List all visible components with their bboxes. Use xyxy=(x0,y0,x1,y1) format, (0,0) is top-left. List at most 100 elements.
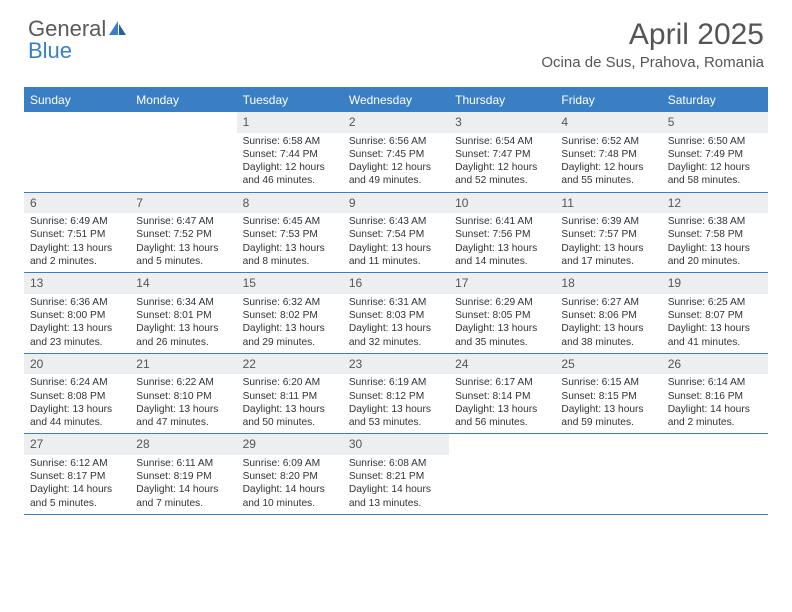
sunrise-value: 6:11 AM xyxy=(176,458,213,469)
sunset-value: 7:52 PM xyxy=(174,229,212,240)
sunset-line: Sunset: 8:00 PM xyxy=(30,309,124,322)
sunrise-label: Sunrise: xyxy=(349,458,389,469)
sunset-line: Sunset: 7:54 PM xyxy=(349,228,443,241)
sunset-label: Sunset: xyxy=(136,471,173,482)
sunrise-line: Sunrise: 6:43 AM xyxy=(349,215,443,228)
daylight-label: Daylight: xyxy=(30,484,72,495)
day-details: Sunrise: 6:15 AMSunset: 8:15 PMDaylight:… xyxy=(555,374,661,433)
day-details: Sunrise: 6:39 AMSunset: 7:57 PMDaylight:… xyxy=(555,213,661,272)
day-header: Friday xyxy=(555,89,661,112)
calendar-cell: 25Sunrise: 6:15 AMSunset: 8:15 PMDayligh… xyxy=(555,354,661,434)
calendar-cell: 15Sunrise: 6:32 AMSunset: 8:02 PMDayligh… xyxy=(237,273,343,353)
sunset-label: Sunset: xyxy=(136,229,173,240)
day-details: Sunrise: 6:50 AMSunset: 7:49 PMDaylight:… xyxy=(662,133,768,192)
calendar-cell: 1Sunrise: 6:58 AMSunset: 7:44 PMDaylight… xyxy=(237,112,343,192)
calendar-cell: 20Sunrise: 6:24 AMSunset: 8:08 PMDayligh… xyxy=(24,354,130,434)
sunrise-label: Sunrise: xyxy=(349,297,389,308)
daylight-label: Daylight: xyxy=(455,243,497,254)
sunrise-label: Sunrise: xyxy=(668,377,708,388)
sunrise-value: 6:14 AM xyxy=(708,377,745,388)
sunset-value: 7:48 PM xyxy=(599,149,637,160)
sunset-value: 7:44 PM xyxy=(280,149,318,160)
daylight-line: Daylight: 13 hours and 53 minutes. xyxy=(349,403,443,430)
sunset-label: Sunset: xyxy=(243,149,280,160)
day-details: Sunrise: 6:52 AMSunset: 7:48 PMDaylight:… xyxy=(555,133,661,192)
daylight-line: Daylight: 14 hours and 10 minutes. xyxy=(243,483,337,510)
sunrise-value: 6:24 AM xyxy=(70,377,107,388)
sunrise-value: 6:50 AM xyxy=(708,136,745,147)
calendar-cell: 13Sunrise: 6:36 AMSunset: 8:00 PMDayligh… xyxy=(24,273,130,353)
sunrise-label: Sunrise: xyxy=(136,458,176,469)
sunrise-line: Sunrise: 6:41 AM xyxy=(455,215,549,228)
sunrise-label: Sunrise: xyxy=(455,377,495,388)
sunrise-label: Sunrise: xyxy=(561,377,601,388)
daylight-label: Daylight: xyxy=(243,404,285,415)
sunset-value: 7:57 PM xyxy=(599,229,637,240)
day-details: Sunrise: 6:20 AMSunset: 8:11 PMDaylight:… xyxy=(237,374,343,433)
sunset-label: Sunset: xyxy=(561,149,598,160)
daylight-line: Daylight: 14 hours and 7 minutes. xyxy=(136,483,230,510)
sunset-value: 7:49 PM xyxy=(705,149,743,160)
sunrise-value: 6:20 AM xyxy=(283,377,320,388)
calendar-cell xyxy=(24,112,130,192)
day-number: 23 xyxy=(343,354,449,375)
sunrise-line: Sunrise: 6:25 AM xyxy=(668,296,762,309)
daylight-label: Daylight: xyxy=(243,484,285,495)
sunrise-line: Sunrise: 6:31 AM xyxy=(349,296,443,309)
sunrise-line: Sunrise: 6:34 AM xyxy=(136,296,230,309)
sunrise-value: 6:32 AM xyxy=(283,297,320,308)
day-number: 16 xyxy=(343,273,449,294)
day-details: Sunrise: 6:08 AMSunset: 8:21 PMDaylight:… xyxy=(343,455,449,514)
sunrise-label: Sunrise: xyxy=(561,297,601,308)
calendar-cell: 24Sunrise: 6:17 AMSunset: 8:14 PMDayligh… xyxy=(449,354,555,434)
sunset-label: Sunset: xyxy=(668,391,705,402)
calendar-cell: 27Sunrise: 6:12 AMSunset: 8:17 PMDayligh… xyxy=(24,434,130,514)
day-number: 14 xyxy=(130,273,236,294)
sunset-line: Sunset: 8:02 PM xyxy=(243,309,337,322)
sunset-line: Sunset: 7:48 PM xyxy=(561,148,655,161)
sunset-value: 8:07 PM xyxy=(705,310,743,321)
sunrise-value: 6:36 AM xyxy=(70,297,107,308)
header: General Blue April 2025 Ocina de Sus, Pr… xyxy=(0,0,792,79)
day-number: 25 xyxy=(555,354,661,375)
day-number: 1 xyxy=(237,112,343,133)
calendar-cell xyxy=(555,434,661,514)
day-header: Saturday xyxy=(662,89,768,112)
day-header: Thursday xyxy=(449,89,555,112)
day-details: Sunrise: 6:49 AMSunset: 7:51 PMDaylight:… xyxy=(24,213,130,272)
daylight-label: Daylight: xyxy=(136,323,178,334)
daylight-line: Daylight: 13 hours and 11 minutes. xyxy=(349,242,443,269)
sunrise-label: Sunrise: xyxy=(349,136,389,147)
calendar-cell: 16Sunrise: 6:31 AMSunset: 8:03 PMDayligh… xyxy=(343,273,449,353)
sunset-line: Sunset: 8:16 PM xyxy=(668,390,762,403)
daylight-line: Daylight: 13 hours and 5 minutes. xyxy=(136,242,230,269)
daylight-line: Daylight: 13 hours and 59 minutes. xyxy=(561,403,655,430)
day-number: 4 xyxy=(555,112,661,133)
sunrise-value: 6:08 AM xyxy=(389,458,426,469)
sunset-label: Sunset: xyxy=(30,471,67,482)
sunset-value: 8:10 PM xyxy=(174,391,212,402)
sunrise-label: Sunrise: xyxy=(243,136,283,147)
day-number: 2 xyxy=(343,112,449,133)
sunset-label: Sunset: xyxy=(455,310,492,321)
sunrise-line: Sunrise: 6:19 AM xyxy=(349,376,443,389)
sunrise-value: 6:38 AM xyxy=(708,216,745,227)
sunset-line: Sunset: 7:52 PM xyxy=(136,228,230,241)
sunrise-line: Sunrise: 6:17 AM xyxy=(455,376,549,389)
calendar-cell: 12Sunrise: 6:38 AMSunset: 7:58 PMDayligh… xyxy=(662,193,768,273)
sunrise-line: Sunrise: 6:09 AM xyxy=(243,457,337,470)
day-header: Tuesday xyxy=(237,89,343,112)
sunrise-value: 6:09 AM xyxy=(283,458,320,469)
sunset-line: Sunset: 8:20 PM xyxy=(243,470,337,483)
daylight-label: Daylight: xyxy=(243,323,285,334)
sunrise-value: 6:19 AM xyxy=(389,377,426,388)
day-details: Sunrise: 6:29 AMSunset: 8:05 PMDaylight:… xyxy=(449,294,555,353)
week-row: 6Sunrise: 6:49 AMSunset: 7:51 PMDaylight… xyxy=(24,193,768,274)
sunset-label: Sunset: xyxy=(243,391,280,402)
sunrise-label: Sunrise: xyxy=(243,216,283,227)
sunrise-label: Sunrise: xyxy=(455,136,495,147)
daylight-line: Daylight: 12 hours and 49 minutes. xyxy=(349,161,443,188)
location: Ocina de Sus, Prahova, Romania xyxy=(541,54,764,71)
daylight-label: Daylight: xyxy=(349,484,391,495)
sunset-line: Sunset: 8:14 PM xyxy=(455,390,549,403)
